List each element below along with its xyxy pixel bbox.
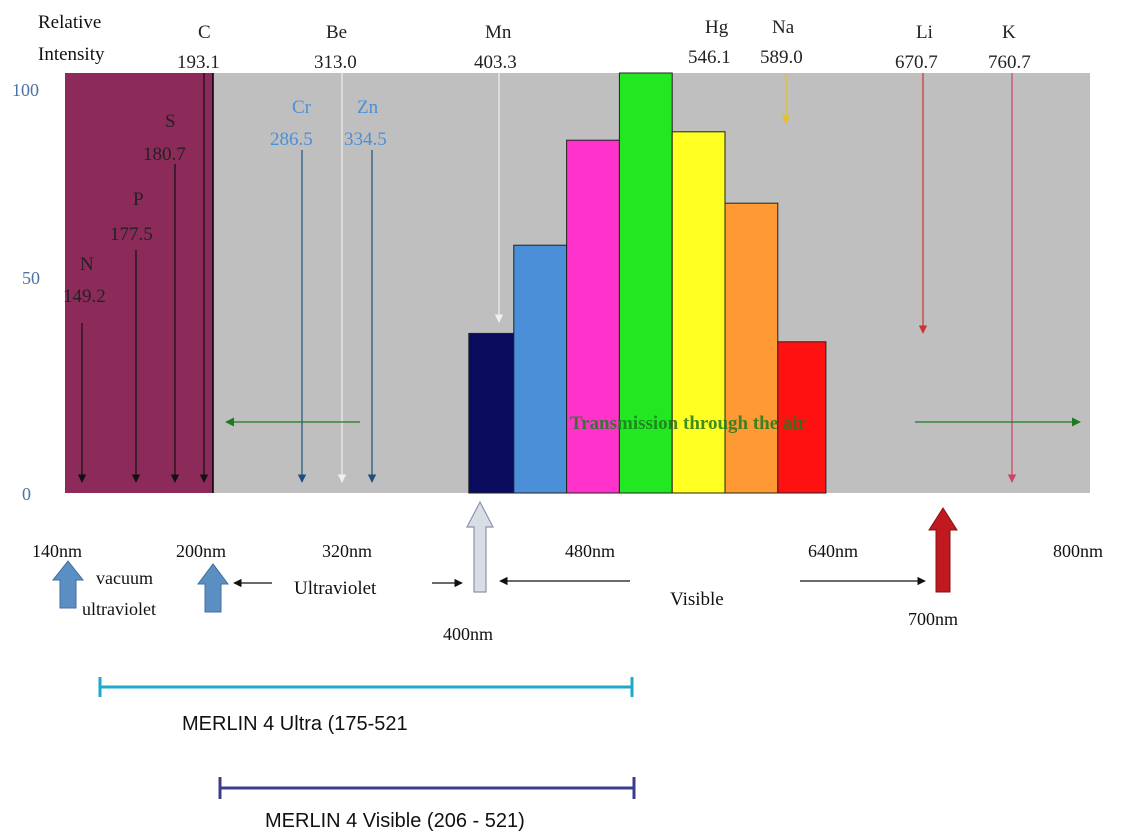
y-tick-50: 50 — [22, 268, 40, 288]
ultraviolet-label: Ultraviolet — [294, 578, 377, 599]
merlin-ultra-label: MERLIN 4 Ultra (175-521 — [182, 713, 408, 735]
element-cr-wavelength: 286.5 — [270, 129, 313, 150]
x-label-480nm: 480nm — [565, 541, 615, 561]
intensity-bars — [468, 72, 827, 494]
element-zn-symbol: Zn — [357, 97, 379, 118]
intensity-bar-3 — [618, 72, 673, 494]
element-n-symbol: N — [80, 254, 94, 275]
boundary-700-arrow — [928, 507, 958, 593]
element-mn-wavelength: 403.3 — [474, 52, 517, 73]
element-be-wavelength: 313.0 — [314, 52, 357, 73]
intensity-bar-6 — [777, 341, 827, 494]
element-cr-symbol: Cr — [292, 97, 312, 118]
merlin-visible-label: MERLIN 4 Visible (206 - 521) — [265, 810, 525, 832]
vacuum-uv-label-line1: vacuum — [96, 568, 153, 588]
x-label-640nm: 640nm — [808, 541, 858, 561]
boundary-200-arrow — [197, 563, 229, 613]
x-label-400nm: 400nm — [443, 624, 493, 644]
element-zn-wavelength: 334.5 — [344, 129, 387, 150]
element-k-wavelength: 760.7 — [988, 52, 1031, 73]
y-tick-0: 0 — [22, 484, 31, 504]
element-li-wavelength: 670.7 — [895, 52, 938, 73]
transmission-label: Transmission through the air — [570, 413, 807, 434]
x-label-700nm: 700nm — [908, 609, 958, 629]
boundary-400-arrow — [466, 500, 494, 593]
element-mn-symbol: Mn — [485, 22, 512, 43]
intensity-bar-0 — [468, 332, 515, 494]
element-p-symbol: P — [133, 189, 144, 210]
element-li-symbol: Li — [916, 22, 933, 43]
x-label-200nm: 200nm — [176, 541, 226, 561]
element-hg-symbol: Hg — [705, 17, 729, 38]
element-c-wavelength: 193.1 — [177, 52, 220, 73]
element-p-wavelength: 177.5 — [110, 224, 153, 245]
element-be-symbol: Be — [326, 22, 347, 43]
element-na-symbol: Na — [772, 17, 795, 38]
element-k-symbol: K — [1002, 22, 1016, 43]
vacuum-uv-label-line2: ultraviolet — [82, 599, 156, 619]
element-hg-wavelength: 546.1 — [688, 47, 731, 68]
x-label-800nm: 800nm — [1053, 541, 1103, 561]
element-na-wavelength: 589.0 — [760, 47, 803, 68]
y-axis-title-line1: Relative — [38, 12, 101, 33]
element-s-symbol: S — [165, 111, 176, 132]
element-c-symbol: C — [198, 22, 211, 43]
visible-label: Visible — [670, 589, 724, 610]
element-s-wavelength: 180.7 — [143, 144, 186, 165]
vacuum-uv-region — [65, 73, 213, 493]
element-n-wavelength: 149.2 — [63, 286, 106, 307]
y-axis-title-line2: Intensity — [38, 44, 105, 65]
intensity-bar-2 — [566, 139, 620, 494]
x-label-140nm: 140nm — [32, 541, 82, 561]
y-tick-100: 100 — [12, 80, 39, 100]
intensity-bar-5 — [724, 202, 779, 494]
intensity-bar-1 — [513, 244, 568, 494]
intensity-bar-4 — [671, 131, 726, 494]
x-label-320nm: 320nm — [322, 541, 372, 561]
boundary-140-arrow — [51, 560, 85, 609]
